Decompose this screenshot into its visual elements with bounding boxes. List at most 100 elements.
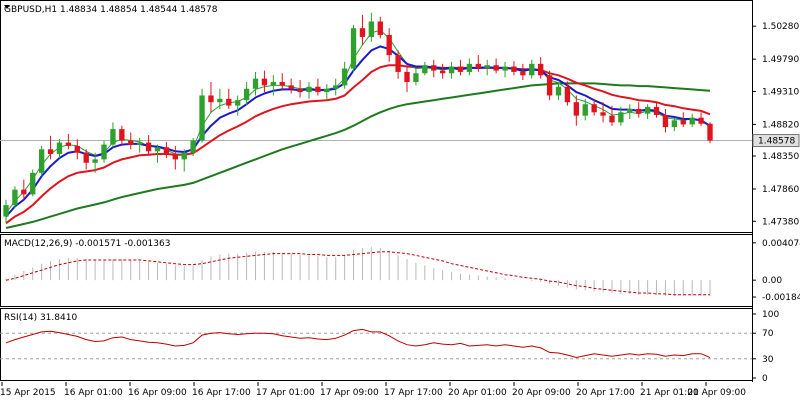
price-tick-label: 1.49310 (762, 87, 799, 97)
candle-bear (564, 86, 571, 103)
candle-bull (324, 88, 330, 93)
candle-bull (190, 140, 196, 153)
macd-tick-label: 0.004074 (762, 239, 800, 249)
price-tick-label: 1.49790 (762, 55, 799, 65)
candle-bull (671, 120, 678, 128)
candle-bear (377, 21, 383, 35)
candle-bear (546, 75, 553, 96)
candle-bull (154, 147, 161, 152)
rsi-tick-label: 0 (762, 374, 768, 384)
candle-bull (333, 85, 339, 89)
candle-bull (627, 108, 633, 113)
candle-bull (217, 98, 223, 103)
collapse-arrow-icon[interactable] (4, 5, 10, 9)
macd-tick-label: -0.00184 (762, 293, 800, 303)
macd-header: MACD(12,26,9) -0.001571 -0.001363 (4, 239, 170, 249)
candle-bear (439, 70, 446, 74)
candle-bear (698, 117, 704, 124)
ma-thin-line (5, 29, 711, 214)
candle-bear (65, 142, 72, 146)
candle-bear (680, 120, 686, 125)
time-tick-label: 16 Apr 09:00 (128, 388, 187, 398)
candle-bear (609, 115, 615, 123)
candle-bull (270, 82, 277, 86)
candle-bull (101, 144, 107, 160)
rsi-line (5, 328, 711, 359)
candle-bull (341, 68, 348, 86)
rsi-tick-label: 100 (762, 310, 779, 320)
time-tick-label: 21 Apr 01:00 (640, 388, 699, 398)
time-tick-label: 20 Apr 09:00 (512, 388, 571, 398)
candle-bull (502, 66, 508, 71)
time-tick-label: 20 Apr 17:00 (576, 388, 635, 398)
rsi-tick-label: 70 (762, 329, 774, 339)
candle-bull (350, 28, 357, 69)
rsi-tick-label: 30 (762, 355, 774, 365)
candle-bull (12, 189, 18, 206)
price-panel: 1.50280 1.49790 1.49310 1.48820 1.48350 1.478… (0, 12, 800, 229)
candle-bear (511, 66, 517, 72)
candle-bear (315, 86, 321, 93)
candle-bull (689, 117, 695, 125)
time-axis: 15 Apr 2015 16 Apr 01:00 16 Apr 09:00 16 Ap… (0, 382, 746, 398)
candle-bull (30, 172, 36, 195)
candle-bear (47, 149, 54, 154)
rsi-panel-frame (0, 308, 753, 381)
candle-bull (3, 205, 9, 217)
candle-bull (306, 86, 312, 93)
candle-bear (707, 123, 713, 141)
current-price-tag (752, 134, 800, 148)
candle-bull (466, 63, 473, 72)
candle-bear (288, 85, 294, 89)
candle-bear (386, 34, 392, 56)
candle-bear (395, 55, 401, 72)
candle-bear (21, 189, 27, 195)
candle-bull (56, 142, 63, 154)
candle-bull (618, 112, 624, 123)
ma-fast-line (5, 45, 711, 218)
candle-bull (484, 65, 490, 68)
symbol-header: GBPUSD,H1 1.48834 1.48854 1.48544 1.4857… (4, 5, 218, 15)
candle-bull (448, 66, 455, 74)
time-tick-label: 16 Apr 01:00 (64, 388, 123, 398)
macd-signal-line (5, 251, 710, 296)
candle-bear (119, 129, 125, 141)
candle-bull (252, 78, 259, 89)
candle-bear (573, 102, 580, 116)
candle-bull (181, 152, 187, 160)
candle-bull (413, 73, 419, 83)
candle-bear (653, 106, 660, 115)
candle-bear (431, 65, 437, 71)
candle-bull (243, 88, 250, 101)
time-tick-label: 15 Apr 2015 (0, 388, 56, 398)
macd-tick-label: 0.00 (762, 276, 782, 286)
time-tick-label: 16 Apr 17:00 (192, 388, 251, 398)
current-price-label: 1.48578 (758, 137, 795, 147)
time-tick-label: 21 Apr 09:00 (687, 388, 746, 398)
candle-bull (422, 65, 428, 74)
price-tick-label: 1.47860 (762, 185, 799, 195)
candle-bear (163, 147, 170, 154)
candle-bull (529, 63, 535, 76)
candle-bull (235, 100, 241, 106)
candle-bear (475, 63, 481, 68)
candle-bear (636, 108, 642, 114)
time-tick-label: 17 Apr 09:00 (320, 388, 379, 398)
candle-bull (644, 106, 651, 114)
candle-bull (136, 142, 143, 145)
candle-bear (145, 142, 152, 152)
rsi-header: RSI(14) 31.8410 (4, 313, 77, 323)
candle-bear (297, 88, 303, 93)
candle-bear (226, 98, 232, 106)
candle-bear (83, 152, 89, 163)
price-tick-label: 1.47380 (762, 217, 799, 227)
candle-bear (457, 66, 464, 72)
rsi-panel: 100 70 30 0 (0, 310, 779, 384)
ma-mid-line (5, 64, 711, 225)
candle-bull (38, 149, 45, 173)
candle-bull (110, 129, 116, 145)
time-tick-label: 20 Apr 01:00 (448, 388, 507, 398)
candle-bear (261, 78, 268, 86)
